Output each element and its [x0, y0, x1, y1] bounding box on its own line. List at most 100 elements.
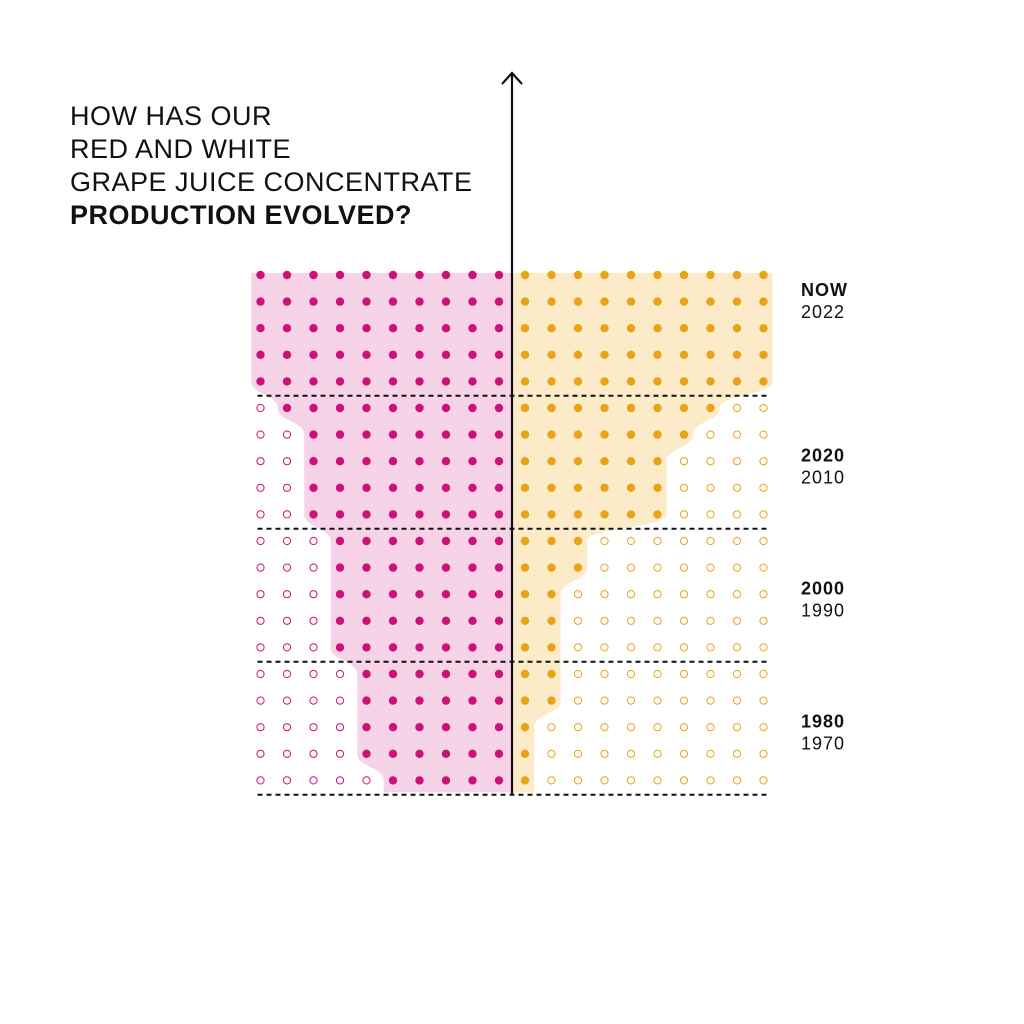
dot-filled-red — [441, 297, 451, 306]
dot-filled-red — [335, 350, 345, 359]
dot-filled-white — [626, 430, 636, 439]
dot-filled-white — [600, 350, 609, 359]
dot-filled-red — [494, 616, 504, 625]
dot-empty-white — [706, 430, 715, 439]
dot-filled-white — [759, 324, 768, 333]
title-line-2: RED AND WHITE — [70, 134, 292, 164]
dot-filled-red — [362, 430, 371, 439]
dot-filled-white — [547, 563, 556, 572]
dot-empty-white — [626, 776, 636, 785]
dot-filled-red — [362, 590, 371, 599]
dot-filled-white — [573, 377, 583, 386]
dot-filled-red — [388, 377, 398, 386]
dot-filled-white — [520, 643, 530, 652]
dot-empty-red — [256, 749, 265, 758]
dot-filled-red — [309, 350, 318, 359]
dot-filled-red — [362, 723, 371, 732]
dot-filled-red — [468, 590, 477, 599]
dot-filled-red — [494, 696, 504, 705]
dot-empty-white — [759, 643, 768, 652]
dot-empty-white — [759, 776, 768, 785]
dot-empty-white — [706, 749, 715, 758]
dot-filled-white — [573, 483, 583, 492]
dot-empty-red — [309, 536, 318, 546]
dot-empty-red — [309, 749, 318, 758]
dot-filled-red — [494, 430, 504, 439]
dot-empty-white — [679, 457, 689, 466]
dot-filled-red — [468, 563, 477, 572]
dot-filled-red — [441, 324, 451, 333]
dot-filled-red — [415, 483, 424, 492]
dot-filled-red — [441, 696, 451, 705]
dot-empty-white — [573, 590, 583, 599]
dot-empty-white — [626, 616, 636, 625]
period-sublabel: 1970 — [801, 734, 845, 754]
dot-empty-white — [600, 536, 609, 546]
dot-empty-white — [573, 643, 583, 652]
dot-filled-red — [282, 324, 292, 333]
dot-empty-white — [706, 723, 715, 732]
dot-filled-red — [309, 297, 318, 306]
dot-filled-white — [706, 324, 715, 333]
dot-filled-white — [679, 377, 689, 386]
dot-filled-red — [468, 669, 477, 679]
dot-empty-red — [282, 536, 292, 546]
dot-empty-red — [282, 457, 292, 466]
dot-empty-white — [732, 563, 742, 572]
dot-filled-white — [547, 270, 556, 280]
dot-empty-red — [256, 403, 265, 413]
dot-filled-red — [335, 270, 345, 280]
dot-filled-red — [362, 696, 371, 705]
dot-filled-red — [494, 510, 504, 519]
dot-empty-white — [626, 563, 636, 572]
dot-empty-red — [309, 590, 318, 599]
dot-empty-red — [282, 616, 292, 625]
dot-filled-white — [520, 403, 530, 413]
dot-empty-white — [600, 696, 609, 705]
dot-filled-white — [600, 510, 609, 519]
dot-filled-red — [388, 457, 398, 466]
dot-filled-red — [256, 324, 265, 333]
dot-filled-red — [415, 430, 424, 439]
dot-empty-white — [626, 669, 636, 679]
dot-filled-red — [256, 297, 265, 306]
dot-filled-red — [282, 270, 292, 280]
dot-filled-white — [520, 749, 530, 758]
dot-filled-red — [441, 563, 451, 572]
dot-filled-red — [282, 350, 292, 359]
dot-filled-red — [362, 457, 371, 466]
dot-filled-white — [573, 536, 583, 546]
dot-filled-red — [362, 350, 371, 359]
dot-filled-white — [547, 324, 556, 333]
dot-empty-red — [309, 643, 318, 652]
dot-empty-white — [653, 616, 662, 625]
dot-filled-white — [520, 776, 530, 785]
dot-filled-red — [494, 297, 504, 306]
dot-empty-red — [335, 749, 345, 758]
dot-filled-red — [468, 510, 477, 519]
dot-filled-red — [468, 483, 477, 492]
dot-filled-red — [388, 403, 398, 413]
period-sublabel: 2010 — [801, 468, 845, 488]
dot-filled-white — [626, 270, 636, 280]
dot-empty-white — [706, 616, 715, 625]
dot-filled-red — [388, 297, 398, 306]
dot-filled-white — [520, 430, 530, 439]
dot-filled-red — [494, 270, 504, 280]
dot-filled-red — [362, 536, 371, 546]
dot-empty-white — [759, 457, 768, 466]
dot-filled-red — [468, 723, 477, 732]
dot-filled-red — [309, 270, 318, 280]
dot-filled-red — [335, 483, 345, 492]
dot-filled-red — [335, 377, 345, 386]
dot-filled-white — [653, 430, 662, 439]
dot-filled-red — [362, 669, 371, 679]
dot-empty-red — [256, 457, 265, 466]
dot-filled-white — [573, 510, 583, 519]
dot-filled-red — [388, 723, 398, 732]
dot-filled-white — [679, 270, 689, 280]
dot-empty-white — [706, 483, 715, 492]
dot-filled-red — [415, 457, 424, 466]
dot-filled-red — [335, 563, 345, 572]
dot-filled-white — [520, 457, 530, 466]
